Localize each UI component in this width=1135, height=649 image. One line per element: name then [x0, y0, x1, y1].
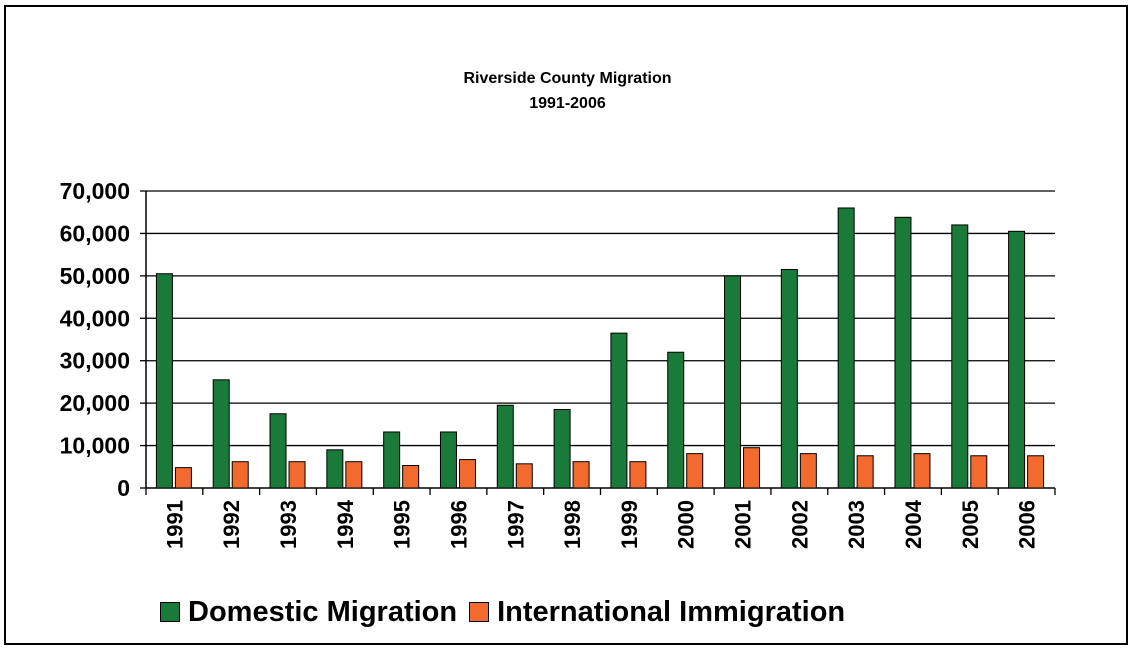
bar-international — [686, 453, 704, 489]
bar-domestic — [724, 275, 742, 489]
legend-label-domestic: Domestic Migration — [188, 595, 458, 628]
bar-international — [1027, 455, 1045, 489]
legend-item-international: International Immigration — [469, 596, 845, 629]
x-tick-label: 1999 — [617, 500, 642, 549]
chart-frame — [4, 5, 1128, 645]
x-tick-label: 2002 — [787, 500, 812, 549]
bar-international — [231, 461, 249, 489]
legend-swatch-international — [469, 602, 490, 622]
x-tick-label: 2003 — [844, 500, 869, 549]
x-tick-label: 1997 — [503, 500, 528, 549]
bar-international — [174, 467, 192, 489]
bar-domestic — [496, 404, 514, 489]
y-tick-label: 10,000 — [60, 433, 130, 459]
x-tick-label: 2004 — [901, 499, 926, 549]
bar-international — [515, 463, 533, 489]
x-tick-label: 2005 — [958, 500, 983, 549]
bar-domestic — [155, 273, 173, 489]
y-tick-label: 50,000 — [60, 263, 130, 289]
legend-swatch-domestic — [160, 602, 180, 622]
y-tick-label: 30,000 — [60, 348, 130, 374]
legend: Domestic Migration International Immigra… — [160, 592, 857, 632]
bar-domestic — [269, 413, 287, 489]
bar-domestic — [610, 332, 628, 489]
y-tick-label: 20,000 — [60, 390, 130, 416]
bar-domestic — [553, 409, 571, 489]
x-tick-label: 1994 — [333, 499, 358, 549]
legend-item-domestic: Domestic Migration — [160, 596, 457, 629]
x-tick-label: 2006 — [1015, 500, 1040, 549]
bar-domestic — [894, 216, 912, 489]
bar-domestic — [383, 431, 401, 489]
bar-domestic — [212, 379, 230, 489]
bar-domestic — [326, 449, 344, 489]
x-tick-label: 1992 — [219, 500, 244, 549]
bar-international — [629, 461, 647, 489]
x-tick-label: 2000 — [674, 500, 699, 549]
bar-international — [402, 465, 420, 489]
bar-international — [288, 461, 306, 489]
chart-title: Riverside County Migration — [463, 70, 672, 87]
x-tick-label: 1991 — [162, 500, 187, 549]
x-tick-label: 1998 — [560, 500, 585, 549]
bar-international — [856, 455, 874, 489]
y-tick-label: 60,000 — [60, 220, 130, 246]
bar-international — [458, 459, 476, 489]
x-tick-label: 1996 — [446, 500, 471, 549]
bar-international — [913, 453, 931, 489]
bar-international — [572, 461, 590, 489]
chart-subtitle: 1991-2006 — [529, 95, 606, 112]
bar-international — [970, 455, 988, 489]
bar-domestic — [439, 431, 457, 489]
bar-international — [743, 447, 761, 489]
legend-label-international: International Immigration — [497, 595, 846, 628]
y-tick-label: 0 — [117, 475, 130, 501]
x-tick-label: 1993 — [276, 500, 301, 549]
y-tick-label: 70,000 — [60, 178, 130, 204]
bar-domestic — [837, 207, 855, 489]
bar-domestic — [780, 268, 798, 489]
bar-domestic — [667, 351, 685, 489]
bar-international — [345, 461, 363, 489]
x-tick-label: 1995 — [390, 500, 415, 549]
x-tick-label: 2001 — [731, 500, 756, 549]
bar-international — [799, 453, 817, 489]
y-tick-label: 40,000 — [60, 305, 130, 331]
bar-domestic — [951, 224, 969, 489]
bar-domestic — [1008, 230, 1026, 489]
